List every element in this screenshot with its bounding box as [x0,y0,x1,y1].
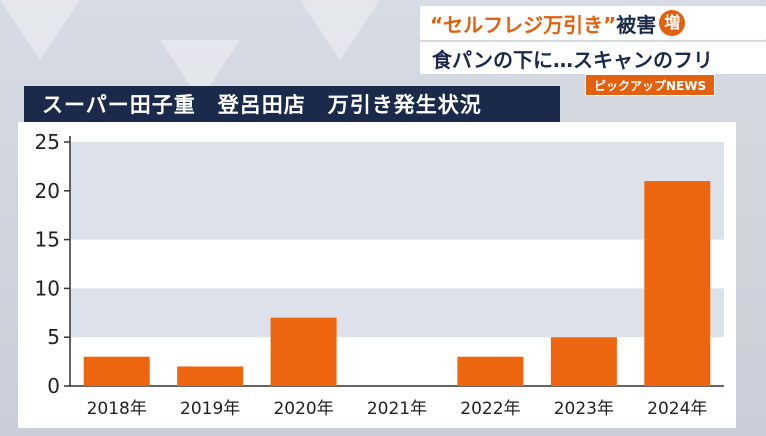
y-tick-label: 25 [35,130,60,154]
y-tick-label: 20 [35,179,60,203]
bar-5 [550,337,617,386]
x-tick-label: 2022年 [460,399,520,419]
bar-1 [177,366,244,386]
bar-2 [270,317,337,386]
bar-chart: 0 5 10 15 20 25 2018年 2019年 2020年 2021年 2022年 2023年… [35,130,724,419]
banner-subhead: 食パンの下に…スキャンのフリ [420,42,766,74]
y-tick-label: 10 [35,276,60,300]
banner-headline: “セルフレジ万引き” 被害 増 [420,6,766,40]
x-tick-label: 2019年 [180,399,240,419]
bar-4 [457,356,524,386]
grid-band [70,142,724,191]
bar-0 [83,356,150,386]
x-tick-label: 2018年 [87,399,147,419]
x-tick-label: 2023年 [554,399,614,419]
increase-badge: 増 [659,10,686,36]
x-tick-label: 2024年 [647,399,707,419]
chart-card: 0 5 10 15 20 25 2018年 2019年 2020年 2021年 2022年 2023年… [18,122,736,428]
y-tick-label: 15 [35,228,60,252]
grid-band [70,288,724,338]
x-tick-label: 2020年 [273,399,333,419]
x-tick-label: 2021年 [367,399,427,419]
pickup-news-tag: ピックアップNEWS [585,74,716,96]
chart-title: スーパー田子重 登呂田店 万引き発生状況 [24,86,560,122]
y-tick-label: 5 [47,325,60,349]
news-banner: “セルフレジ万引き” 被害 増 食パンの下に…スキャンのフリ ピックアップNEW… [420,6,766,96]
bar-6 [644,181,711,386]
banner-damage: 被害 [616,12,657,37]
grid-band [70,190,724,240]
y-tick-label: 0 [47,374,60,398]
banner-quote: “セルフレジ万引き” [430,12,617,37]
